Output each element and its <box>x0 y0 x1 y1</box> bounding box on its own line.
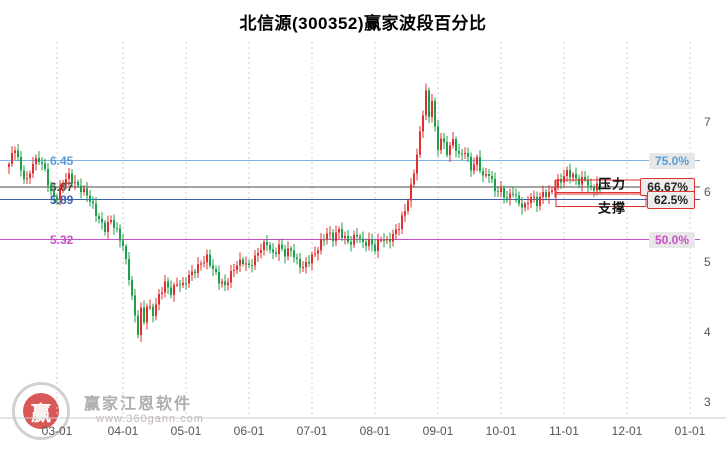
watermark-logo-icon: 赢 <box>12 382 70 440</box>
watermark-brand: 赢家江恩软件 <box>84 396 193 413</box>
x-axis-label: 09-01 <box>422 424 454 438</box>
x-axis-label: 08-01 <box>359 424 391 438</box>
x-axis-label: 06-01 <box>233 424 265 438</box>
watermark-site: www.360gann.com <box>96 413 204 425</box>
watermark-logo-character: 赢 <box>23 393 59 429</box>
x-axis-label: 03-01 <box>41 424 73 438</box>
x-axis-label: 01-01 <box>674 424 706 438</box>
x-axis-label: 10-01 <box>485 424 517 438</box>
x-axis-label: 12-01 <box>611 424 643 438</box>
watermark: 赢 赢家江恩软件 www.360gann.com <box>12 382 332 442</box>
x-axis: 03-01 04-01 05-01 06-01 07-01 08-01 09-01 10-01… <box>0 424 726 442</box>
x-axis-label: 04-01 <box>107 424 139 438</box>
page-title: 北信源(300352)赢家波段百分比 <box>239 14 487 33</box>
x-axis-label: 05-01 <box>170 424 202 438</box>
x-axis-label: 11-01 <box>549 424 579 438</box>
x-axis-label: 07-01 <box>296 424 328 438</box>
